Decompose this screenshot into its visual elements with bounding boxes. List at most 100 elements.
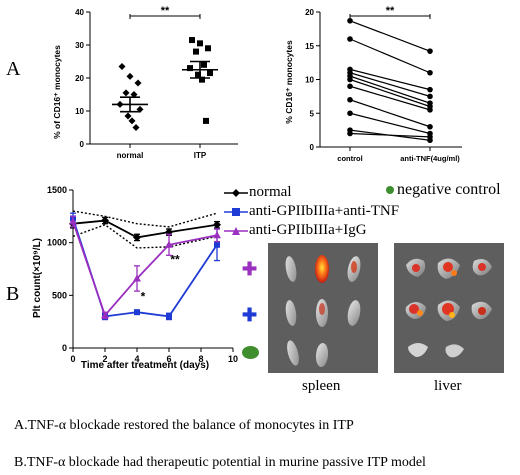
a1-point-itp [187,65,193,72]
caption-b: B.TNF-α blockade had therapeutic potenti… [14,455,426,470]
a2-pair-line [349,68,431,91]
a2-pair-line [349,112,431,135]
a2-point-control [347,130,353,137]
a2-pair-line [349,20,431,52]
a2-point-antitnf [427,48,433,54]
a2-pair-line [349,78,431,108]
a1-ytick-label: 0 [80,140,85,149]
a1-point-itp [193,48,199,55]
b-reference-upper [72,210,218,228]
a1-ytick-label: 20 [75,74,84,83]
chart-legend: normal anti-GPIIbIIIa+anti-TNF anti-GPII… [223,183,399,240]
b-xtick-label: 2 [102,354,107,364]
a2-pair-line [349,72,431,97]
a2-point-antitnf [427,123,433,130]
a2-ytick-label: 10 [305,76,314,85]
a2-point-antitnf [427,107,433,113]
chart-cd16-control-vs-antitnf: % CD16⁺ monocytes 0 5 10 15 20 control anti-TN… [284,5,462,163]
b-point-normal [133,233,141,242]
b-ylabel: Plt count(×10⁹/L) [32,238,43,318]
b-xtick-label: 6 [166,354,171,364]
b-point-igg [101,311,109,319]
spleen-label: spleen [302,378,341,394]
b-ytick-label: 500 [52,290,67,300]
a1-point-itp [201,61,207,68]
b-ytick-label: 1500 [47,185,67,195]
chart-platelet-count: Plt count(×10⁹/L) Time after treatment (… [32,185,238,371]
spleen-image [268,243,378,373]
a1-point-normal [126,72,134,80]
liver-label: liver [434,378,462,394]
a2-point-antitnf [427,134,433,140]
a1-point-normal [130,91,138,98]
a1-point-itp [203,117,209,124]
a1-point-normal [122,89,130,97]
anti-tnf-plus-icon: ✚ [242,305,258,325]
a2-significance: ** [386,5,395,17]
a1-xtick-label: ITP [194,151,207,160]
a1-point-itp [197,40,203,47]
a1-xtick-label: normal [117,151,144,160]
negative-control-oval-icon [242,346,259,359]
a2-pair-line [349,85,431,111]
a2-point-antitnf [427,93,433,100]
b-point-antitnf [214,241,220,248]
legend-swatch-igg [224,226,248,235]
a1-point-itp [207,70,213,77]
b-significance: ** [170,253,180,267]
a2-xtick-label: control [337,154,362,163]
negative-control-dot-icon [386,186,394,194]
a2-point-antitnf [427,86,433,93]
legend-swatch-anti-tnf [224,207,248,216]
igg-plus-icon: ✚ [242,259,258,279]
a2-ytick-label: 0 [310,143,315,152]
a2-point-control [347,76,353,83]
legend-swatch-normal [224,188,248,197]
a2-ytick-label: 5 [310,109,315,118]
b-ytick-label: 1000 [47,238,67,248]
a2-point-control [347,110,353,117]
b-point-antitnf [166,313,172,320]
chart-cd16-normal-vs-itp: % of CD16⁺ monocytes 0 10 20 30 40 normal ITP *… [52,5,238,160]
a2-pair-line [349,75,431,104]
a2-point-control [347,83,353,90]
spleen-organs [285,255,361,367]
panel-letter-b: B [6,283,20,305]
legend-label-normal: normal [249,184,292,200]
a1-point-itp [189,37,195,44]
a2-pair-line [349,99,431,128]
b-point-antitnf [134,309,140,316]
b-line-normal [72,219,218,239]
b-xtick-label: 0 [70,354,75,364]
legend-label-anti-tnf: anti-GPIIbIIIa+anti-TNF [249,203,400,219]
a2-pair-line [349,38,431,74]
b-point-normal [213,220,221,229]
b-point-igg [69,217,77,225]
a1-point-normal [132,124,140,131]
a1-ytick-label: 30 [75,41,84,50]
liver-image [394,243,504,373]
b-xtick-label: 8 [198,354,203,364]
legend-item-igg: anti-GPIIbIIIa+IgG [223,221,399,240]
b-point-normal [101,216,109,225]
b-point-igg [133,274,141,282]
a1-ytick-label: 40 [75,8,84,17]
b-point-igg [213,231,221,239]
caption-a: A.TNF-α blockade restored the balance of… [14,418,354,433]
a1-point-normal [134,79,142,87]
a2-point-control [347,96,353,103]
b-reference-lower [72,223,218,249]
a1-point-normal [118,62,126,70]
a2-point-antitnf [427,69,433,76]
b-significance: * [141,290,146,304]
panel-letter-a: A [6,58,21,80]
a1-point-itp [199,76,205,83]
liver-organs [405,258,492,358]
a2-point-control [347,36,353,42]
a2-ylabel: % CD16⁺ monocytes [284,40,294,124]
b-point-igg [165,240,173,248]
b-xlabel: Time after treatment (days) [81,360,209,371]
legend-item-negative-control: negative control [386,181,501,199]
a1-ytick-label: 10 [75,107,84,116]
a1-point-itp [195,71,201,78]
